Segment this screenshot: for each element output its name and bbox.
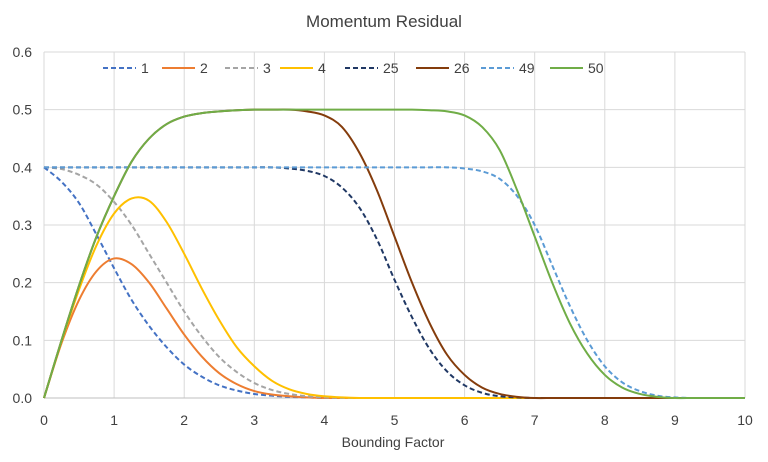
legend-label-4: 4 (318, 60, 326, 76)
x-tick-label: 1 (110, 412, 118, 428)
x-axis-title: Bounding Factor (342, 434, 445, 450)
x-tick-label: 2 (180, 412, 188, 428)
x-tick-label: 7 (531, 412, 539, 428)
x-tick-label: 8 (601, 412, 609, 428)
x-tick-label: 6 (461, 412, 469, 428)
x-tick-label: 9 (671, 412, 679, 428)
legend-label-26: 26 (454, 60, 470, 76)
legend-label-49: 49 (519, 60, 535, 76)
series-line-50 (43, 108, 745, 400)
series-line-25 (44, 166, 745, 400)
y-tick-label: 0.5 (13, 102, 33, 118)
y-tick-label: 0.1 (13, 332, 33, 348)
x-tick-label: 5 (391, 412, 399, 428)
chart-title: Momentum Residual (306, 12, 462, 31)
y-tick-label: 0.6 (13, 44, 33, 60)
gridlines (44, 51, 746, 398)
legend-label-3: 3 (263, 60, 271, 76)
x-tick-label: 0 (40, 412, 48, 428)
y-tick-label: 0.2 (13, 275, 33, 291)
axes: 0.0 0.1 0.2 0.3 0.4 0.5 0.6 0 1 2 3 4 5 6 7 8 9 10 (13, 44, 753, 428)
x-tick-label: 4 (321, 412, 329, 428)
legend-label-25: 25 (383, 60, 399, 76)
y-tick-label: 0.0 (13, 390, 33, 406)
x-tick-label: 10 (737, 412, 753, 428)
legend-label-2: 2 (200, 60, 208, 76)
legend-label-1: 1 (141, 60, 149, 76)
y-tick-label: 0.4 (13, 159, 33, 175)
legend-label-50: 50 (588, 60, 604, 76)
x-tick-label: 3 (250, 412, 258, 428)
series-lines (43, 108, 745, 400)
y-tick-label: 0.3 (13, 217, 33, 233)
series-line-1 (43, 166, 745, 400)
legend: 1 2 3 4 25 26 49 50 (103, 60, 604, 76)
